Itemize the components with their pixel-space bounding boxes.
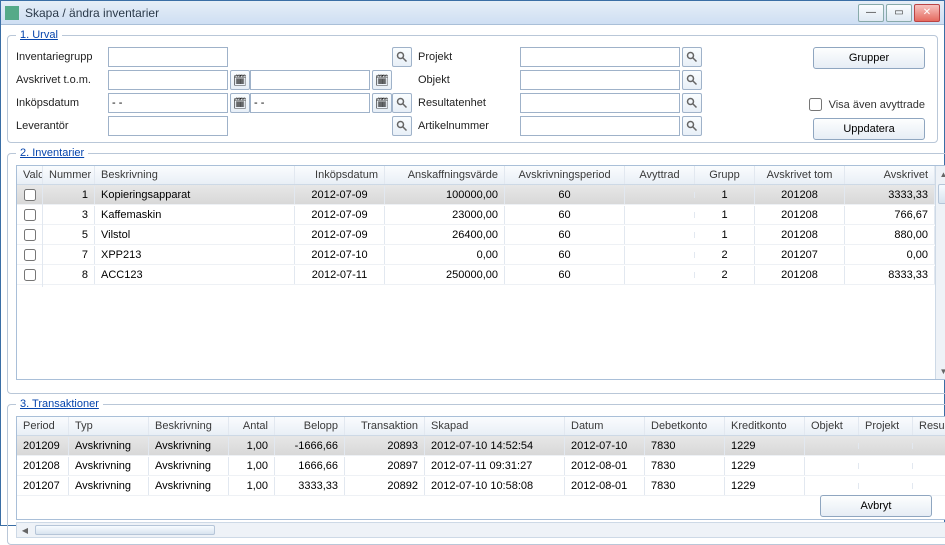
input-leverantor[interactable] <box>108 116 228 136</box>
inv-col-header[interactable]: Nummer <box>43 166 95 184</box>
inv-col-header[interactable]: Vald <box>17 166 43 184</box>
trn-col-header[interactable]: Debetkonto <box>645 417 725 435</box>
table-row[interactable]: 5Vilstol2012-07-0926400,00601201208880,0… <box>17 225 935 245</box>
input-inkop-from[interactable] <box>108 93 228 113</box>
lookup-inventariegrupp-icon[interactable] <box>392 47 412 67</box>
trn-col-header[interactable]: Skapad <box>425 417 565 435</box>
trn-col-header[interactable]: Transaktion <box>345 417 425 435</box>
input-inventariegrupp[interactable] <box>108 47 228 67</box>
date-inkop-from-icon[interactable]: 🗓 <box>230 93 250 113</box>
trn-col-header[interactable]: Beskrivning <box>149 417 229 435</box>
label-artikelnummer: Artikelnummer <box>418 120 518 132</box>
input-resultatenhet[interactable] <box>520 93 680 113</box>
trn-col-header[interactable]: Period <box>17 417 69 435</box>
input-avskrivet-from[interactable] <box>108 70 228 90</box>
titlebar: Skapa / ändra inventarier — ▭ ✕ <box>1 1 944 25</box>
lookup-inkop-icon[interactable] <box>392 93 412 113</box>
row-checkbox[interactable] <box>24 209 36 221</box>
inv-col-header[interactable]: Grupp <box>695 166 755 184</box>
transaktioner-legend[interactable]: 3. Transaktioner <box>16 398 103 410</box>
input-artikelnummer[interactable] <box>520 116 680 136</box>
visa-avyttrade-check[interactable] <box>809 98 822 111</box>
app-icon <box>5 6 19 20</box>
lookup-objekt-icon[interactable] <box>682 70 702 90</box>
table-row[interactable]: 201208AvskrivningAvskrivning1,001666,662… <box>17 456 945 476</box>
table-row[interactable]: 8ACC1232012-07-11250000,006022012088333,… <box>17 265 935 285</box>
lookup-resultatenhet-icon[interactable] <box>682 93 702 113</box>
date-inkop-to-icon[interactable]: 🗓 <box>372 93 392 113</box>
label-objekt: Objekt <box>418 74 518 86</box>
window-title: Skapa / ändra inventarier <box>25 6 858 20</box>
scroll-down-icon[interactable]: ▼ <box>936 363 945 379</box>
label-leverantor: Leverantör <box>16 120 106 132</box>
label-inventariegrupp: Inventariegrupp <box>16 51 106 63</box>
lookup-leverantor-icon[interactable] <box>392 116 412 136</box>
minimize-button[interactable]: — <box>858 4 884 22</box>
hscroll-thumb[interactable] <box>35 525 215 535</box>
urval-legend[interactable]: 1. Urval <box>16 29 62 41</box>
row-checkbox[interactable] <box>24 249 36 261</box>
inv-col-header[interactable]: Avyttrad <box>625 166 695 184</box>
label-inkopsdatum: Inköpsdatum <box>16 97 106 109</box>
transaktioner-group: 3. Transaktioner PeriodTypBeskrivningAnt… <box>7 398 945 545</box>
inventarier-group: 2. Inventarier ValdNummerBeskrivningInkö… <box>7 147 945 394</box>
lookup-artikelnummer-icon[interactable] <box>682 116 702 136</box>
inventarier-grid[interactable]: ValdNummerBeskrivningInköpsdatumAnskaffn… <box>16 165 945 380</box>
avbryt-button[interactable]: Avbryt <box>820 495 932 517</box>
trn-col-header[interactable]: Antal <box>229 417 275 435</box>
trn-col-header[interactable]: Resultatenhe <box>913 417 945 435</box>
row-checkbox[interactable] <box>24 269 36 281</box>
trn-hscrollbar[interactable]: ◀ ▶ <box>16 522 945 538</box>
inv-col-header[interactable]: Inköpsdatum <box>295 166 385 184</box>
input-avskrivet-to[interactable] <box>250 70 370 90</box>
visa-avyttrade-checkbox[interactable]: Visa även avyttrade <box>805 95 925 114</box>
inv-col-header[interactable]: Beskrivning <box>95 166 295 184</box>
label-resultatenhet: Resultatenhet <box>418 97 518 109</box>
uppdatera-button[interactable]: Uppdatera <box>813 118 925 140</box>
transaktioner-grid[interactable]: PeriodTypBeskrivningAntalBeloppTransakti… <box>16 416 945 520</box>
scroll-thumb[interactable] <box>938 184 945 204</box>
table-row[interactable]: 201207AvskrivningAvskrivning1,003333,332… <box>17 476 945 496</box>
trn-col-header[interactable]: Belopp <box>275 417 345 435</box>
row-checkbox[interactable] <box>24 189 36 201</box>
input-objekt[interactable] <box>520 70 680 90</box>
visa-avyttrade-label: Visa även avyttrade <box>829 99 925 111</box>
table-row[interactable]: 3Kaffemaskin2012-07-0923000,006012012087… <box>17 205 935 225</box>
inv-scrollbar[interactable]: ▲ ▼ <box>935 166 945 379</box>
trn-col-header[interactable]: Typ <box>69 417 149 435</box>
label-avskrivet-tom: Avskrivet t.o.m. <box>16 74 106 86</box>
grupper-button[interactable]: Grupper <box>813 47 925 69</box>
trn-col-header[interactable]: Objekt <box>805 417 859 435</box>
table-row[interactable]: 201209AvskrivningAvskrivning1,00-1666,66… <box>17 436 945 456</box>
inv-col-header[interactable]: Avskrivet <box>845 166 935 184</box>
inv-col-header[interactable]: Avskrivningsperiod <box>505 166 625 184</box>
trn-col-header[interactable]: Kreditkonto <box>725 417 805 435</box>
lookup-projekt-icon[interactable] <box>682 47 702 67</box>
trn-col-header[interactable]: Projekt <box>859 417 913 435</box>
input-projekt[interactable] <box>520 47 680 67</box>
scroll-up-icon[interactable]: ▲ <box>936 166 945 182</box>
input-inkop-to[interactable] <box>250 93 370 113</box>
table-row[interactable]: 7XPP2132012-07-100,006022012070,00 <box>17 245 935 265</box>
row-checkbox[interactable] <box>24 229 36 241</box>
trn-col-header[interactable]: Datum <box>565 417 645 435</box>
urval-group: 1. Urval Inventariegrupp Projekt Avskriv… <box>7 29 938 143</box>
scroll-left-icon[interactable]: ◀ <box>17 523 33 537</box>
date-avskrivet-to-icon[interactable]: 🗓 <box>372 70 392 90</box>
label-projekt: Projekt <box>418 51 518 63</box>
maximize-button[interactable]: ▭ <box>886 4 912 22</box>
close-button[interactable]: ✕ <box>914 4 940 22</box>
inventarier-legend[interactable]: 2. Inventarier <box>16 147 88 159</box>
date-avskrivet-from-icon[interactable]: 🗓 <box>230 70 250 90</box>
table-row[interactable]: 1Kopieringsapparat2012-07-09100000,00601… <box>17 185 935 205</box>
inv-col-header[interactable]: Anskaffningsvärde <box>385 166 505 184</box>
inv-col-header[interactable]: Avskrivet tom <box>755 166 845 184</box>
